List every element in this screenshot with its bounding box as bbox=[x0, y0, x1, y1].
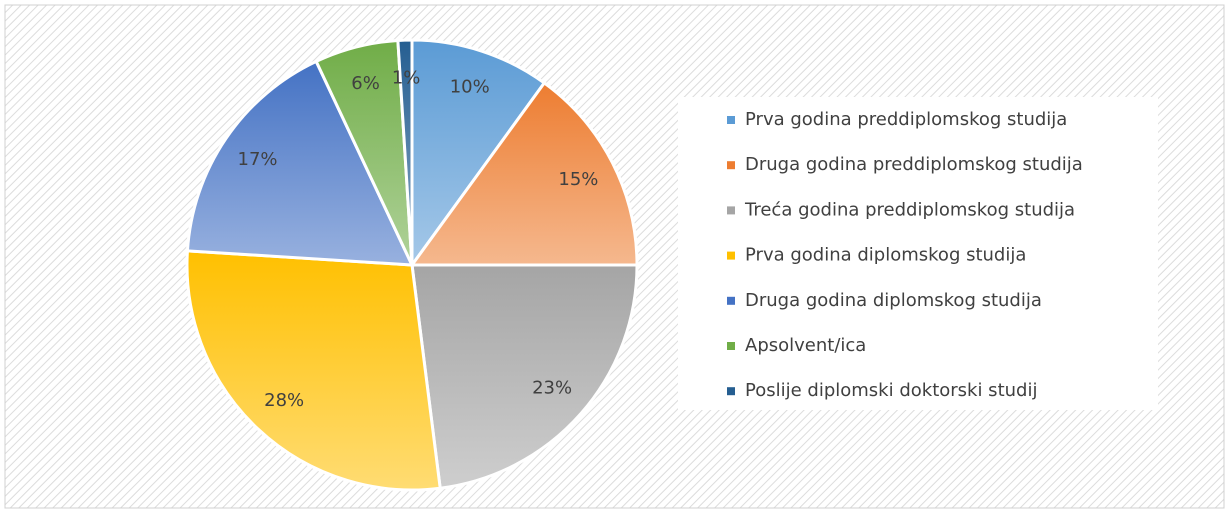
legend-label: Druga godina preddiplomskog studija bbox=[745, 154, 1083, 175]
pie-slice bbox=[410, 263, 639, 490]
legend-label: Apsolvent/ica bbox=[745, 335, 866, 356]
legend-label: Prva godina diplomskog studija bbox=[745, 245, 1026, 266]
pie-slice bbox=[185, 249, 442, 492]
pie-slice bbox=[410, 38, 547, 270]
pie-slice bbox=[185, 59, 415, 267]
data-label: 15% bbox=[558, 169, 598, 190]
data-label: 6% bbox=[351, 73, 380, 94]
legend-marker bbox=[727, 251, 735, 260]
legend-marker bbox=[727, 387, 735, 396]
legend-label: Druga godina diplomskog studija bbox=[745, 290, 1042, 311]
legend-label: Treća godina preddiplomskog studija bbox=[744, 199, 1075, 220]
data-label: 23% bbox=[532, 378, 572, 399]
legend-box bbox=[678, 97, 1158, 410]
legend-marker bbox=[727, 161, 735, 170]
pie-slice bbox=[396, 38, 414, 266]
legend-marker bbox=[727, 342, 735, 350]
data-label: 1% bbox=[392, 67, 421, 88]
legend-marker bbox=[727, 116, 735, 124]
legend-marker bbox=[727, 206, 735, 215]
legend-label: Prva godina preddiplomskog studija bbox=[745, 109, 1067, 130]
legend-marker bbox=[727, 296, 735, 305]
pie-slice bbox=[409, 80, 639, 267]
data-label: 28% bbox=[264, 390, 304, 411]
data-label: 10% bbox=[450, 76, 490, 97]
legend-label: Poslije diplomski doktorski studij bbox=[745, 380, 1037, 401]
data-label: 17% bbox=[238, 149, 278, 170]
